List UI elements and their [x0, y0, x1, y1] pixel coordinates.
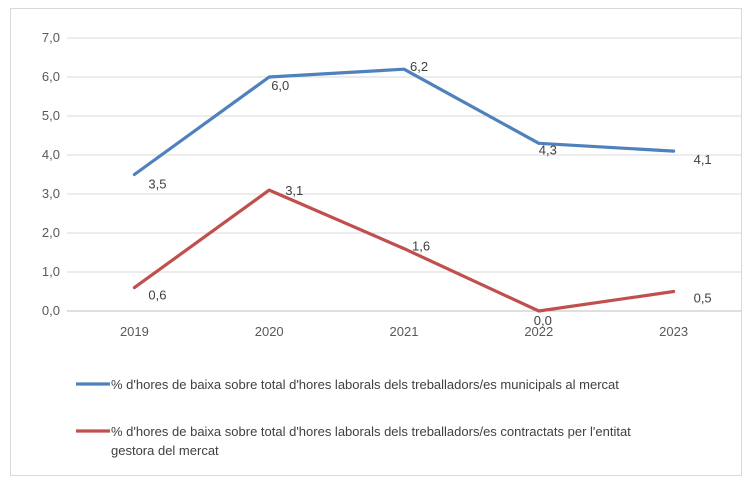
series-line-1 — [132, 67, 676, 177]
legend-label-2: gestora del mercat — [111, 443, 219, 458]
data-label: 0,0 — [534, 313, 552, 328]
data-label: 0,6 — [148, 288, 166, 303]
gridlines — [67, 37, 741, 312]
data-labels: 3,5 6,0 6,2 4,3 4,1 0,6 3,1 1,6 0,0 0,5 — [148, 59, 711, 328]
y-tick-label: 7,0 — [42, 30, 60, 45]
y-axis: 0,0 1,0 2,0 3,0 4,0 5,0 6,0 7,0 — [42, 30, 60, 318]
chart-frame — [10, 8, 742, 476]
data-label: 0,5 — [694, 291, 712, 306]
data-label: 4,3 — [539, 142, 557, 157]
data-label: 6,2 — [410, 59, 428, 74]
x-tick-label: 2022 — [524, 324, 553, 339]
y-tick-label: 2,0 — [42, 225, 60, 240]
x-tick-label: 2023 — [659, 324, 688, 339]
y-tick-label: 5,0 — [42, 108, 60, 123]
x-tick-label: 2019 — [120, 324, 149, 339]
y-tick-label: 4,0 — [42, 147, 60, 162]
x-axis: 2019 2020 2021 2022 2023 — [120, 324, 688, 339]
y-tick-label: 6,0 — [42, 69, 60, 84]
y-tick-label: 3,0 — [42, 186, 60, 201]
legend-label-1: % d'hores de baixa sobre total d'hores l… — [111, 377, 619, 392]
series-lines — [132, 67, 676, 313]
y-tick-label: 0,0 — [42, 303, 60, 318]
data-label: 3,5 — [148, 177, 166, 192]
data-label: 6,0 — [271, 78, 289, 93]
data-label: 1,6 — [412, 239, 430, 254]
legend: % d'hores de baixa sobre total d'hores l… — [76, 377, 631, 458]
x-tick-label: 2020 — [255, 324, 284, 339]
legend-label-2: % d'hores de baixa sobre total d'hores l… — [111, 424, 631, 439]
y-tick-label: 1,0 — [42, 264, 60, 279]
x-tick-label: 2021 — [390, 324, 419, 339]
series-line-2 — [132, 188, 676, 313]
data-label: 4,1 — [694, 152, 712, 167]
data-label: 3,1 — [285, 183, 303, 198]
